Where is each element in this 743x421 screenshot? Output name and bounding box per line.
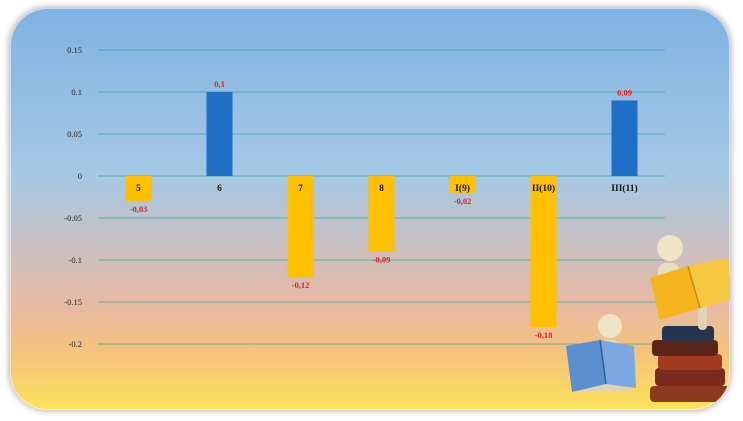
reading-figures-on-books-icon [566, 235, 730, 402]
bars [125, 92, 638, 328]
bar [530, 176, 557, 328]
bar [206, 92, 233, 176]
category-labels: 5 6 7 8 I(9) II(10) III(11) [136, 183, 638, 194]
bar [611, 100, 638, 176]
bar [125, 176, 152, 202]
y-tick-label: 0 [78, 171, 82, 181]
y-tick-label: -0.05 [64, 213, 82, 223]
category-label: 6 [217, 184, 222, 194]
category-label: I(9) [455, 183, 470, 194]
category-label: 7 [298, 184, 303, 194]
category-label: 8 [379, 184, 384, 194]
bar [368, 176, 395, 252]
data-label: -0,02 [454, 196, 472, 206]
bar [449, 176, 476, 193]
y-tick-label: 0.1 [71, 87, 82, 97]
data-label: -0,09 [373, 255, 391, 265]
y-tick-label: 0.05 [67, 129, 82, 139]
bar [287, 176, 314, 277]
y-axis-ticks: 0.15 0.1 0.05 0 -0.05 -0.1 -0.15 -0.2 [64, 45, 82, 349]
data-label: 0,09 [617, 87, 632, 97]
y-tick-label: 0.15 [67, 45, 82, 55]
category-label: 5 [136, 184, 141, 194]
category-label: II(10) [532, 183, 555, 194]
data-label: -0,12 [292, 280, 310, 290]
y-tick-label: -0.15 [64, 297, 82, 307]
y-tick-label: -0.1 [69, 255, 82, 265]
chart-frame: 0.15 0.1 0.05 0 -0.05 -0.1 -0.15 -0.2 5 6 7 8 I(9) I… [10, 8, 730, 410]
bar-chart: 0.15 0.1 0.05 0 -0.05 -0.1 -0.15 -0.2 5 6 7 8 I(9) I… [64, 45, 730, 402]
category-label: III(11) [611, 183, 637, 194]
data-label: -0,18 [535, 330, 553, 340]
data-label: 0,1 [214, 79, 225, 89]
y-tick-label: -0.2 [69, 339, 82, 349]
data-label: -0,03 [130, 204, 148, 214]
data-labels: -0,03 0,1 -0,12 -0,09 -0,02 -0,18 0,09 [130, 79, 632, 340]
